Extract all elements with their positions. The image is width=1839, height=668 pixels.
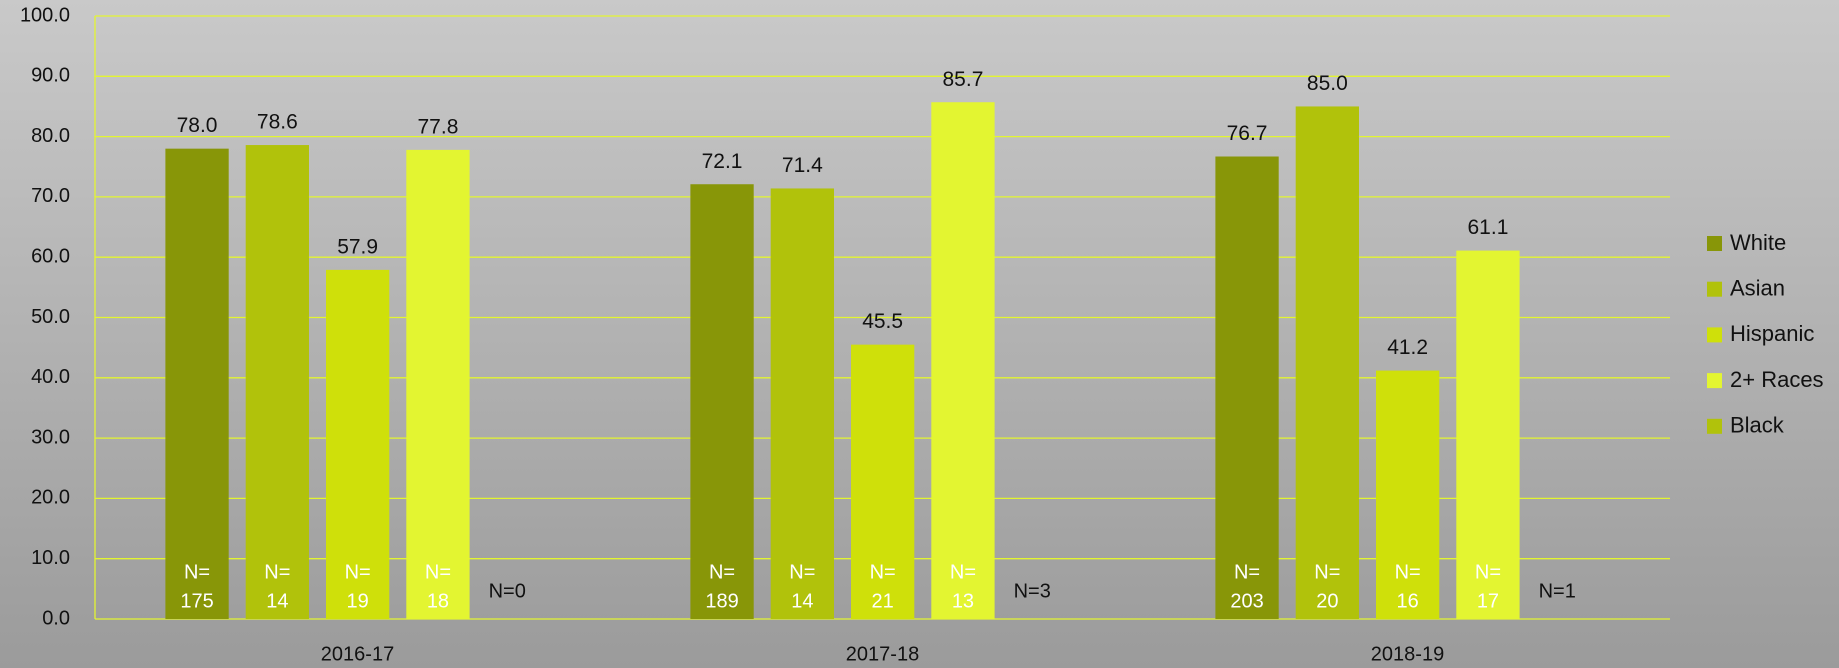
bar [1295,106,1359,619]
value-label: 71.4 [782,154,823,177]
value-label: 45.5 [862,310,903,333]
n-label: N=1 [1539,580,1576,602]
value-label: 77.8 [418,115,459,138]
y-tick-label: 70.0 [31,185,70,207]
value-label: 85.7 [943,68,984,91]
bar [770,188,834,619]
y-tick-label: 0.0 [42,607,70,629]
bar [1456,250,1520,619]
y-tick-label: 10.0 [31,547,70,569]
y-tick-label: 80.0 [31,125,70,147]
bar [931,102,995,619]
bar [1215,156,1279,619]
n-label: 203 [1230,590,1263,612]
legend-label: 2+ Races [1730,367,1824,392]
value-label: 61.1 [1468,216,1509,239]
y-tick-label: 40.0 [31,366,70,388]
x-tick-label: 2016-17 [321,643,394,665]
value-label: 57.9 [337,235,378,258]
value-label: 76.7 [1227,122,1268,145]
y-tick-label: 30.0 [31,426,70,448]
y-tick-label: 20.0 [31,487,70,509]
legend-label: Hispanic [1730,321,1814,346]
n-label: 21 [872,590,894,612]
n-label: 14 [266,590,288,612]
value-label: 41.2 [1387,336,1428,359]
bar [406,149,470,619]
n-label: N= [264,561,290,583]
y-tick-label: 50.0 [31,306,70,328]
y-tick-label: 60.0 [31,245,70,267]
n-label: N= [789,561,815,583]
legend-label: Asian [1730,276,1785,301]
n-label: 16 [1397,590,1419,612]
n-label: 20 [1316,590,1338,612]
value-label: 78.0 [177,114,218,137]
bar [326,269,390,619]
n-label: N= [870,561,896,583]
bar [851,344,915,619]
n-label: 189 [705,590,738,612]
value-label: 72.1 [702,150,743,173]
legend-swatch [1707,327,1722,343]
n-label: 175 [180,590,213,612]
legend-swatch [1707,418,1722,434]
y-tick-label: 100.0 [20,4,70,26]
y-tick-label: 90.0 [31,65,70,87]
n-label: N= [184,561,210,583]
n-label: N= [1234,561,1260,583]
x-tick-label: 2017-18 [846,643,919,665]
value-label: 78.6 [257,111,298,134]
n-label: N= [1395,561,1421,583]
value-label: 85.0 [1307,72,1348,95]
n-label: N=0 [489,580,526,602]
bar [1376,370,1440,619]
legend-swatch [1707,281,1722,297]
n-label: 14 [791,590,813,612]
n-label: 13 [952,590,974,612]
legend-swatch [1707,373,1722,389]
n-label: N= [709,561,735,583]
n-label: N= [345,561,371,583]
n-label: N= [1314,561,1340,583]
legend-label: Black [1730,413,1785,438]
legend-swatch [1707,236,1722,251]
n-label: N= [1475,561,1501,583]
n-label: 18 [427,590,449,612]
legend-label: White [1730,230,1786,255]
bar [245,145,309,620]
n-label: N= [425,561,451,583]
n-label: N= [950,561,976,583]
n-label: 17 [1477,590,1499,612]
bar [690,184,754,619]
n-label: N=3 [1014,580,1051,602]
x-tick-label: 2018-19 [1371,643,1444,665]
bar [165,148,229,619]
n-label: 19 [347,590,369,612]
